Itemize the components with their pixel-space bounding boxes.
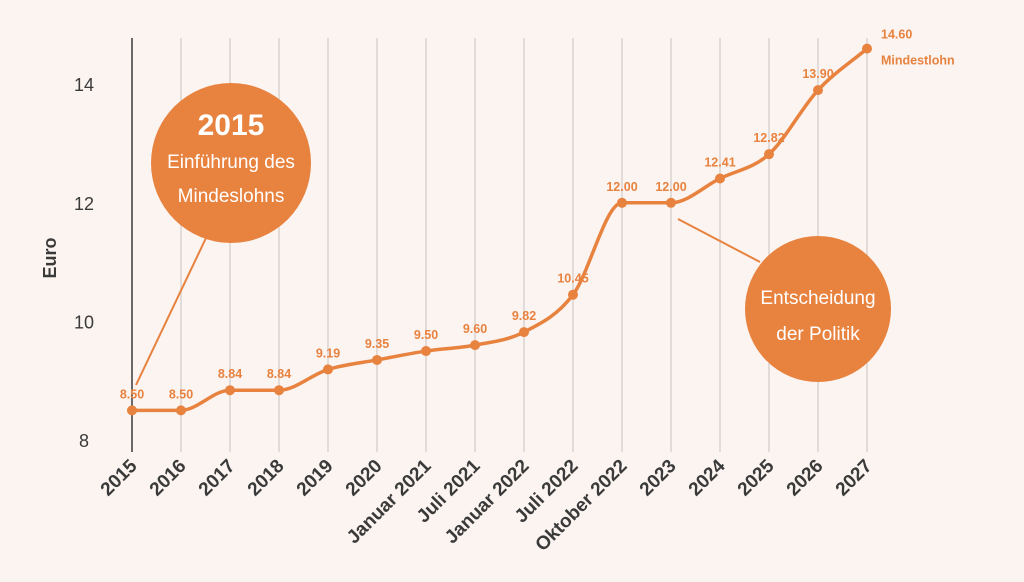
annotation-text: Mindeslohns — [178, 186, 285, 207]
x-tick-label: 2023 — [636, 456, 681, 501]
data-point — [225, 385, 235, 396]
series-line — [130, 46, 869, 413]
data-point — [127, 405, 137, 416]
data-label: 8.84 — [218, 367, 242, 381]
data-point — [813, 85, 823, 96]
x-tick-label: 2024 — [685, 455, 730, 500]
data-point — [519, 327, 529, 338]
data-point — [862, 43, 872, 54]
annotation-line — [135, 237, 207, 386]
data-label: 10.45 — [557, 272, 588, 286]
annotation-text: Entscheidung — [760, 288, 875, 309]
data-label: 9.82 — [512, 309, 536, 323]
data-label: 14.60 — [881, 28, 912, 42]
x-tick-label: 2019 — [293, 456, 338, 501]
x-tick-label: 2015 — [97, 455, 142, 500]
annotation-bubble — [745, 236, 891, 382]
data-label: 12.00 — [606, 180, 637, 194]
x-tick-label: 2026 — [783, 456, 828, 501]
data-point — [323, 364, 333, 375]
data-point — [372, 354, 382, 365]
y-axis-label: Euro — [40, 237, 60, 278]
data-point — [176, 405, 186, 416]
data-label: 12.41 — [704, 155, 735, 169]
data-label: 8.84 — [267, 367, 291, 381]
x-tick-label: 2025 — [734, 455, 779, 500]
series-end-label: Mindestlohn — [881, 54, 955, 68]
x-tick-label: 2018 — [244, 456, 289, 501]
data-point — [764, 149, 774, 160]
annotation-line — [677, 218, 761, 263]
data-label: 8.50 — [169, 387, 193, 401]
x-tick-label: 2016 — [146, 456, 191, 501]
y-tick-label: 8 — [79, 431, 89, 451]
data-point — [666, 197, 676, 208]
data-label: 12.82 — [753, 131, 784, 145]
data-label: 9.35 — [365, 337, 389, 351]
data-label: 9.60 — [463, 322, 487, 336]
data-label: 9.50 — [414, 328, 438, 342]
data-point — [568, 289, 578, 300]
data-point — [421, 346, 431, 357]
x-tick-label: 2020 — [342, 456, 387, 501]
annotation-title: 2015 — [198, 109, 265, 142]
y-tick-label: 12 — [74, 194, 94, 214]
y-tick-label: 14 — [74, 75, 94, 95]
annotation-bubble — [151, 83, 311, 243]
y-tick-label: 10 — [74, 312, 94, 332]
data-point — [715, 173, 725, 184]
annotation-text: Einführung des — [167, 152, 295, 173]
x-tick-label: 2017 — [195, 456, 240, 501]
data-point — [470, 340, 480, 351]
data-label: 8.50 — [120, 387, 144, 401]
annotation-text: der Politik — [776, 324, 860, 345]
data-label: 13.90 — [802, 67, 833, 81]
data-point — [274, 385, 284, 396]
data-point — [617, 197, 627, 208]
data-label: 9.19 — [316, 346, 340, 360]
x-tick-label: 2027 — [832, 456, 877, 501]
data-label: 12.00 — [655, 180, 686, 194]
